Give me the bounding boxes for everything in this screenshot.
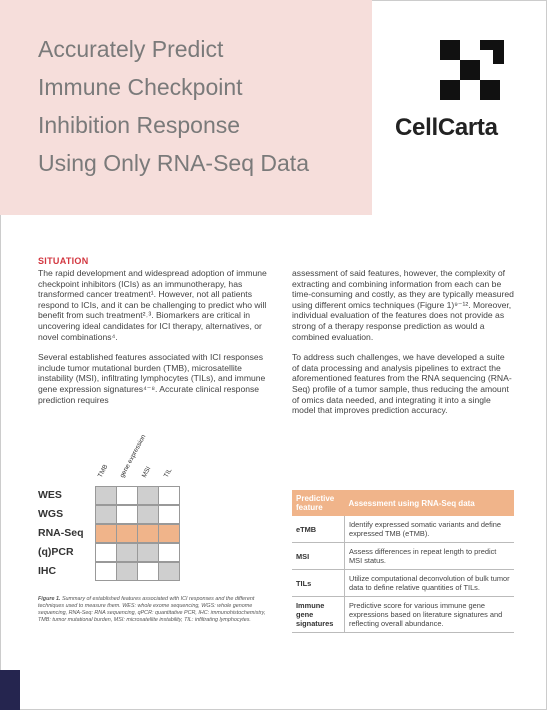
grid-cell	[116, 486, 138, 505]
paragraph: Several established features associated …	[38, 352, 266, 405]
caption-label: Figure 1.	[38, 596, 61, 602]
assessment-cell: Predictive score for various immune gene…	[344, 596, 514, 633]
grid-cell	[137, 524, 159, 543]
grid-cell	[137, 505, 159, 524]
title-line: Inhibition Response	[38, 112, 241, 138]
assessment-cell: Identify expressed somatic variants and …	[344, 516, 514, 543]
grid-cell	[116, 524, 138, 543]
table-head: Predictive feature Assessment using RNA-…	[292, 490, 514, 516]
row-label: WGS	[38, 508, 64, 520]
title-line: Accurately Predict	[38, 36, 224, 62]
grid-cell	[95, 486, 117, 505]
table-row: Immune gene signatures Predictive score f…	[292, 596, 514, 633]
grid-cell	[137, 543, 159, 562]
title-banner: Accurately Predict Immune Checkpoint Inh…	[0, 0, 372, 215]
grid-cell	[116, 543, 138, 562]
logo-square	[493, 40, 504, 64]
section-heading: SITUATION	[38, 256, 89, 266]
feature-table: Predictive feature Assessment using RNA-…	[292, 490, 514, 633]
table-body: eTMB Identify expressed somatic variants …	[292, 516, 514, 633]
logo-text: CellCarta	[395, 114, 498, 141]
row-label: (q)PCR	[38, 546, 74, 558]
table-header-row: Predictive feature Assessment using RNA-…	[292, 490, 514, 516]
grid-cell	[95, 543, 117, 562]
assessment-cell: Assess differences in repeat length to p…	[344, 542, 514, 570]
paragraph: assessment of said features, however, th…	[292, 268, 514, 342]
logo-square	[460, 60, 480, 80]
right-column: assessment of said features, however, th…	[292, 268, 514, 426]
row-label: RNA-Seq	[38, 527, 84, 539]
table-row: TILs Utilize computational deconvolution …	[292, 569, 514, 597]
left-column: The rapid development and widespread ado…	[38, 268, 270, 415]
row-label: IHC	[38, 565, 57, 577]
grid-cell	[95, 524, 117, 543]
paragraph: To address such challenges, we have deve…	[292, 352, 512, 416]
grid-cell	[116, 562, 138, 581]
caption-text: Summary of established features associat…	[38, 596, 266, 624]
table-header: Predictive feature	[292, 490, 345, 516]
grid-cell	[137, 486, 159, 505]
table-header: Assessment using RNA-Seq data	[344, 490, 514, 516]
logo-square	[440, 80, 460, 100]
grid-cell	[158, 505, 180, 524]
grid-cell	[137, 562, 159, 581]
grid-cell	[158, 562, 180, 581]
logo-square	[480, 80, 500, 100]
row-label: WES	[38, 489, 62, 501]
grid-cell	[95, 562, 117, 581]
feature-cell: eTMB	[292, 516, 345, 543]
assessment-cell: Utilize computational deconvolution of b…	[344, 569, 514, 597]
grid-cell	[116, 505, 138, 524]
logo-square	[480, 40, 504, 50]
table-row: MSI Assess differences in repeat length t…	[292, 542, 514, 570]
grid-cell	[95, 505, 117, 524]
feature-cell: Immune gene signatures	[292, 596, 345, 633]
feature-cell: MSI	[292, 542, 345, 570]
feature-cell: TILs	[292, 569, 345, 597]
grid-cell	[158, 543, 180, 562]
grid-cell	[158, 486, 180, 505]
corner-block	[0, 670, 20, 710]
title-line: Using Only RNA-Seq Data	[38, 150, 309, 176]
logo-square	[440, 40, 460, 60]
grid-cell	[158, 524, 180, 543]
figure-caption: Figure 1. Summary of established feature…	[38, 596, 270, 624]
title-line: Immune Checkpoint	[38, 74, 243, 100]
paragraph: The rapid development and widespread ado…	[38, 268, 267, 342]
table-row: eTMB Identify expressed somatic variants …	[292, 516, 514, 543]
